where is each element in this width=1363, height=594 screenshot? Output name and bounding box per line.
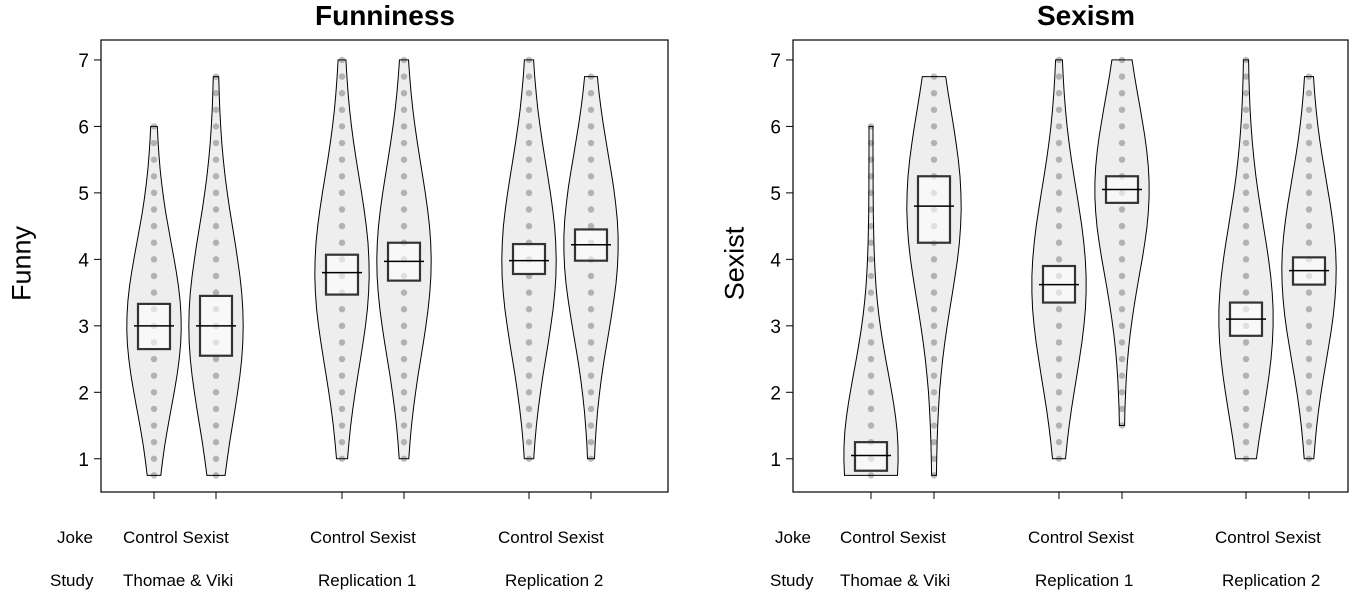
ci-box: [324, 253, 360, 296]
plot-area: 1 2 3 4 5 6 7: [78, 39, 669, 499]
ci-box: [916, 175, 952, 244]
joke-labels-1: Control Sexist: [123, 528, 229, 547]
svg-text:5: 5: [770, 184, 781, 205]
svg-text:3: 3: [770, 317, 781, 338]
study-row-label: Study: [50, 571, 94, 590]
joke-row-label: Joke: [775, 528, 811, 547]
violin: [563, 76, 619, 460]
svg-text:3: 3: [78, 317, 89, 338]
svg-text:6: 6: [78, 117, 89, 138]
panel-title: Funniness: [314, 0, 455, 31]
plot-frame: [792, 39, 1349, 493]
violin: [1031, 59, 1087, 460]
study-label-3: Replication 2: [1222, 571, 1321, 590]
study-label-3: Replication 2: [505, 571, 604, 590]
joke-labels-1: Control Sexist: [840, 528, 946, 547]
svg-text:4: 4: [770, 250, 781, 271]
violin: [843, 125, 899, 476]
joke-labels-2: Control Sexist: [310, 528, 416, 547]
joke-labels-2: Control Sexist: [1028, 528, 1134, 547]
joke-labels-3: Control Sexist: [498, 528, 604, 547]
study-row-label: Study: [770, 571, 814, 590]
study-label-2: Replication 1: [318, 571, 417, 590]
violin: [188, 76, 244, 476]
study-label-1: Thomae & Viki: [840, 571, 951, 590]
svg-text:4: 4: [78, 250, 89, 271]
panel-title: Sexism: [1036, 0, 1136, 31]
violin: [126, 125, 182, 476]
violin: [1094, 59, 1150, 426]
svg-text:6: 6: [770, 117, 781, 138]
ci-box: [853, 441, 889, 472]
joke-row-label: Joke: [57, 528, 93, 547]
svg-text:1: 1: [770, 450, 781, 471]
svg-text:7: 7: [78, 51, 89, 72]
study-label-1: Thomae & Viki: [123, 571, 234, 590]
svg-text:1: 1: [78, 450, 89, 471]
study-label-2: Replication 1: [1035, 571, 1134, 590]
plot-frame: [100, 39, 669, 493]
violin: [1218, 59, 1274, 460]
plot-area: 1 2 3 4 5 6 7: [770, 39, 1349, 499]
joke-labels-3: Control Sexist: [1215, 528, 1321, 547]
svg-text:7: 7: [770, 51, 781, 72]
ci-box: [511, 242, 547, 276]
svg-text:2: 2: [770, 383, 781, 404]
svg-text:2: 2: [78, 383, 89, 404]
svg-text:5: 5: [78, 184, 89, 205]
